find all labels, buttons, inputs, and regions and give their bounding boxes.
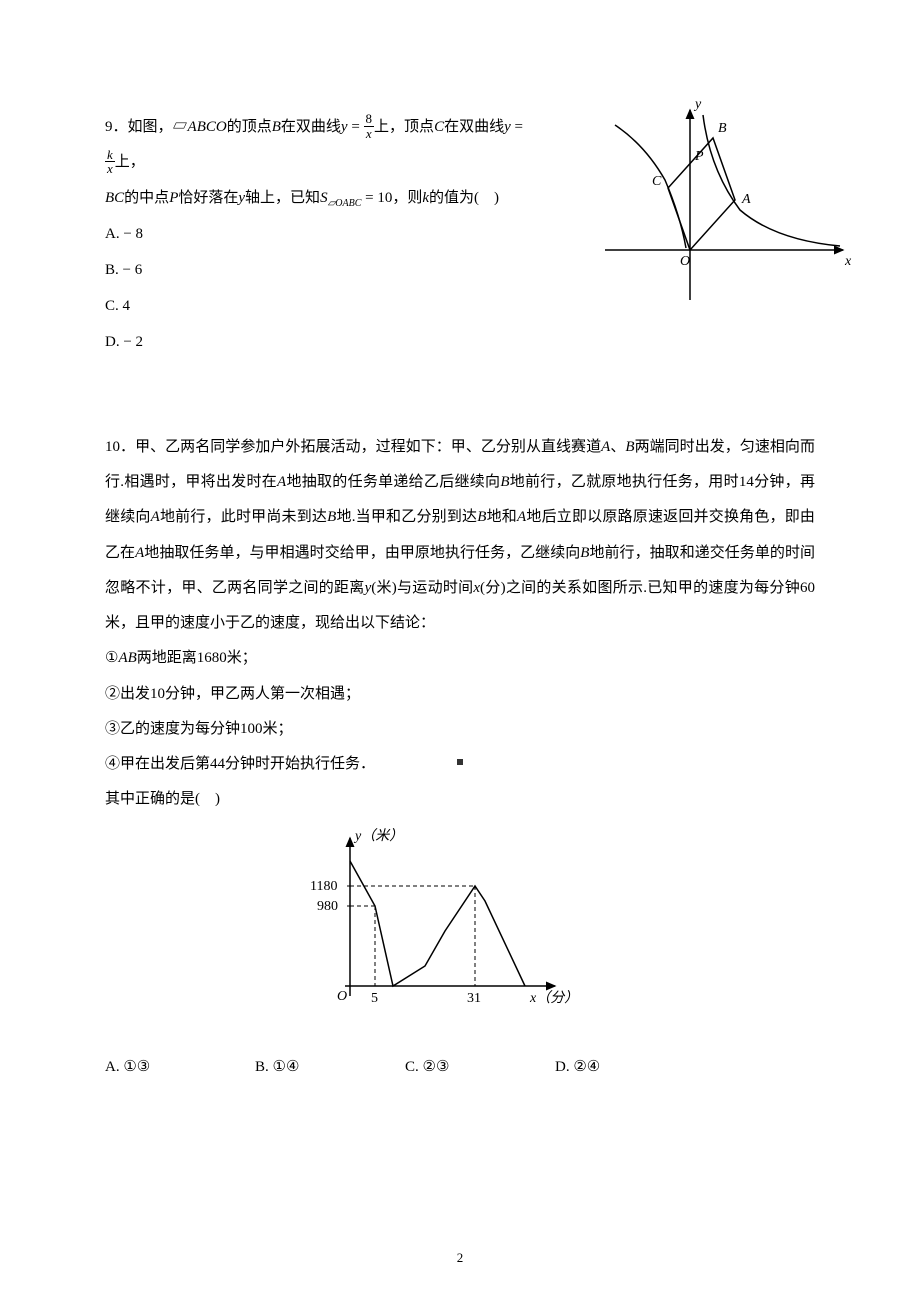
q9-line2: BC的中点P恰好落在y轴上，已知S▱OABC = 10，则k的值为( ) [105,181,525,216]
svg-text:B: B [718,121,727,136]
q9-option-b[interactable]: B. − 6 [105,252,525,288]
svg-text:x: x [844,254,852,269]
q9-figure: y x O A B C P [595,100,855,324]
q10-option-c[interactable]: C. ②③ [405,1050,555,1085]
q10-number: 10． [105,439,135,455]
svg-text:980: 980 [317,899,338,914]
q10-option-d[interactable]: D. ②④ [555,1050,705,1085]
q9-option-a[interactable]: A. − 8 [105,216,525,252]
svg-text:P: P [694,149,704,164]
page-number: 2 [0,1243,920,1274]
svg-text:O: O [680,254,690,269]
q9-option-d[interactable]: D. − 2 [105,324,525,360]
svg-text:y: y [693,100,702,112]
q10-figure: y（米） x（分） 1180 980 O 5 31 [285,826,815,1030]
svg-text:y（米）: y（米） [353,828,403,844]
q10-option-a[interactable]: A. ①③ [105,1050,255,1085]
q10-body: 10．甲、乙两名同学参加户外拓展活动，过程如下：甲、乙分别从直线赛道A、B两端同… [105,430,815,642]
q9-number: 9． [105,119,128,135]
q10-option-b[interactable]: B. ①④ [255,1050,405,1085]
svg-text:31: 31 [467,991,481,1006]
question-10: 10．甲、乙两名同学参加户外拓展活动，过程如下：甲、乙分别从直线赛道A、B两端同… [105,430,815,1085]
q10-statement-3: ③乙的速度为每分钟100米； [105,712,815,747]
q10-statement-2: ②出发10分钟，甲乙两人第一次相遇； [105,677,815,712]
svg-text:O: O [337,989,347,1004]
q9-line1: 9．如图，▱ABCO的顶点B在双曲线y = 8x上，顶点C在双曲线y = kx上… [105,110,525,181]
svg-text:C: C [652,174,662,189]
q9-option-c[interactable]: C. 4 [105,288,525,324]
center-marker-icon [457,759,463,765]
svg-text:A: A [741,192,751,207]
svg-text:5: 5 [371,991,378,1006]
fraction-k-over-x: kx [105,148,115,176]
question-9: 9．如图，▱ABCO的顶点B在双曲线y = 8x上，顶点C在双曲线y = kx上… [105,110,815,360]
svg-text:x（分）: x（分） [529,990,578,1006]
q10-tail: 其中正确的是( ) [105,782,815,817]
fraction-8-over-x: 8x [364,112,375,140]
svg-text:1180: 1180 [310,879,337,894]
q10-statement-1: ①AB两地距离1680米； [105,641,815,676]
q9-body: 9．如图，▱ABCO的顶点B在双曲线y = 8x上，顶点C在双曲线y = kx上… [105,110,525,360]
q10-choices: A. ①③ B. ①④ C. ②③ D. ②④ [105,1050,815,1085]
